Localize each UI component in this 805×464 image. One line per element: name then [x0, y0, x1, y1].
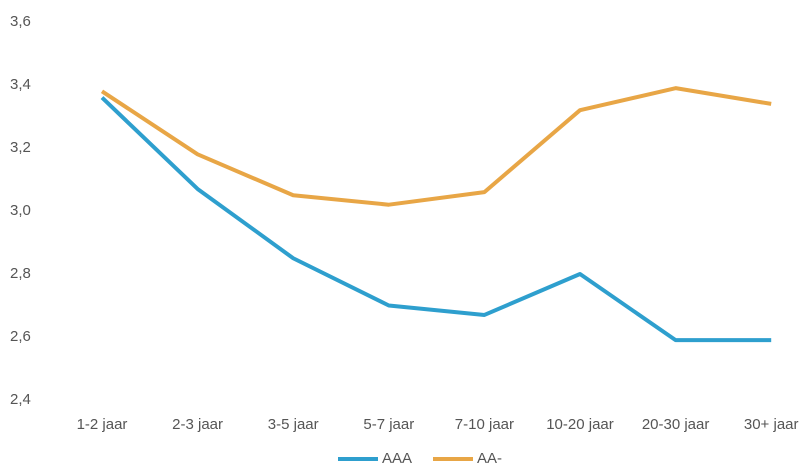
y-tick-label: 2,4: [10, 391, 31, 408]
legend-label: AA-: [477, 450, 502, 464]
y-tick-label: 2,8: [10, 265, 31, 282]
legend-label: AAA: [382, 450, 412, 464]
x-tick-label: 20-30 jaar: [642, 416, 710, 433]
series-line: [100, 96, 772, 343]
x-tick-label: 2-3 jaar: [172, 416, 223, 433]
series-line: [100, 86, 772, 207]
y-tick-label: 3,0: [10, 202, 31, 219]
x-tick-label: 30+ jaar: [744, 416, 799, 433]
y-tick-label: 3,6: [10, 13, 31, 30]
x-tick-label: 7-10 jaar: [455, 416, 514, 433]
y-tick-label: 3,2: [10, 139, 31, 156]
x-tick-label: 10-20 jaar: [546, 416, 614, 433]
x-tick-label: 1-2 jaar: [77, 416, 128, 433]
x-tick-label: 5-7 jaar: [363, 416, 414, 433]
y-tick-label: 3,4: [10, 76, 31, 93]
x-tick-label: 3-5 jaar: [268, 416, 319, 433]
y-tick-label: 2,6: [10, 328, 31, 345]
